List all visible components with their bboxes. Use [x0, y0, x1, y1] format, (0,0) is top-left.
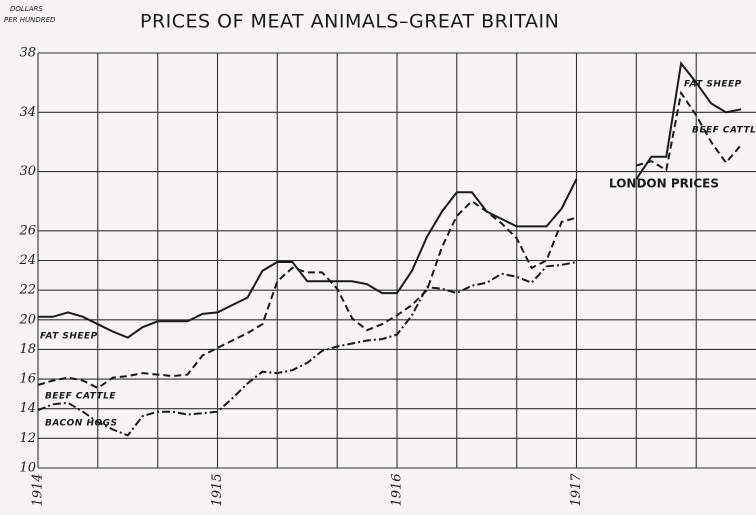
line-label: FAT SHEEP	[684, 80, 742, 90]
y-tick-label: 26	[18, 223, 36, 238]
x-tick-label: 1917	[569, 473, 584, 507]
chart-title: PRICES OF MEAT ANIMALS–GREAT BRITAIN	[140, 11, 559, 33]
y-tick-label: 38	[19, 46, 36, 61]
y-tick-label: 10	[19, 461, 36, 476]
y-tick-label: 24	[18, 253, 36, 268]
x-tick-label: 1916	[390, 473, 405, 506]
x-tick-label: 1914	[31, 473, 46, 506]
y-axis-label: PER HUNDRED	[4, 16, 56, 24]
y-axis-label: DOLLARS	[10, 5, 43, 13]
annotation: LONDON PRICES	[609, 177, 719, 191]
y-tick-label: 22	[18, 283, 36, 298]
y-tick-label: 34	[19, 105, 36, 120]
x-tick-label: 1915	[210, 473, 225, 506]
y-tick-label: 14	[19, 401, 36, 416]
series-line	[37, 261, 577, 437]
y-tick-label: 30	[19, 164, 36, 179]
series-line	[37, 90, 742, 390]
y-tick-label: 16	[19, 372, 36, 387]
y-tick-label: 20	[18, 312, 36, 327]
y-tick-label: 12	[19, 431, 36, 446]
line-label: FAT SHEEP	[40, 332, 98, 342]
line-label: BEEF CATTLE	[45, 392, 116, 402]
line-label: BACON HOGS	[45, 419, 118, 429]
y-tick-label: 18	[19, 342, 36, 357]
line-label: BEEF CATTLE	[692, 126, 756, 136]
series-line	[38, 60, 742, 339]
